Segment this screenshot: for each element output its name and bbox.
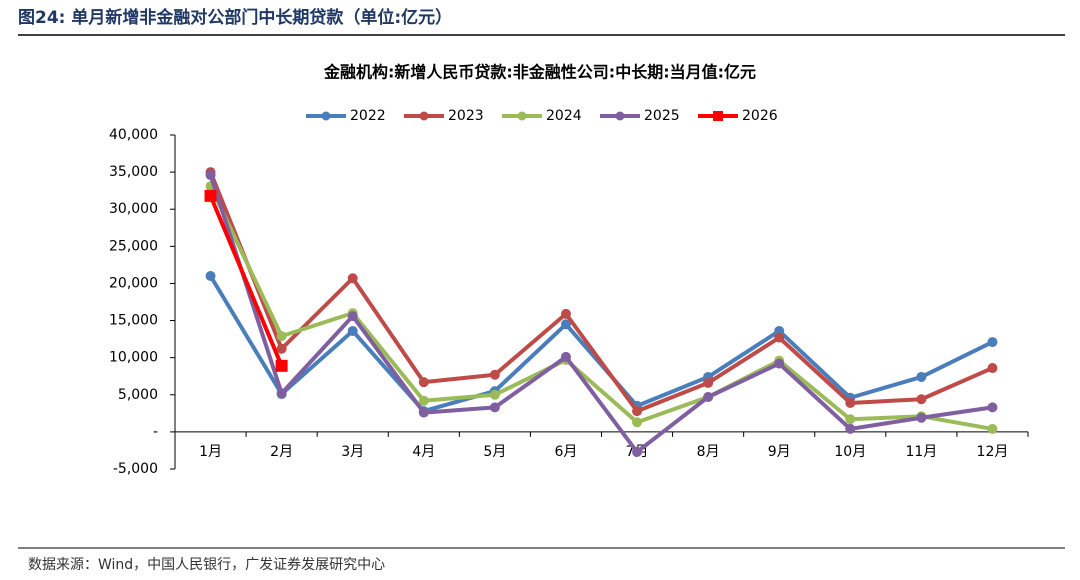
point xyxy=(275,359,288,372)
point xyxy=(632,406,643,417)
x-tick-label: 8月 xyxy=(697,444,720,460)
point xyxy=(418,377,429,388)
y-tick-label: 15,000 xyxy=(109,313,158,329)
point xyxy=(987,423,998,434)
point xyxy=(347,311,358,322)
point xyxy=(560,319,571,330)
point xyxy=(916,412,927,423)
point xyxy=(347,325,358,336)
point xyxy=(845,423,856,434)
series-line xyxy=(208,195,284,367)
x-tick-label: 10月 xyxy=(834,444,866,460)
point xyxy=(703,377,714,388)
legend-label: 2026 xyxy=(742,108,778,124)
point xyxy=(916,371,927,382)
legend-label: 2024 xyxy=(546,108,582,124)
point xyxy=(489,389,500,400)
series-line xyxy=(208,185,993,431)
point xyxy=(347,273,358,284)
source: 数据来源：Wind，中国人民银行，广发证券发展研究中心 xyxy=(28,557,385,573)
point xyxy=(418,407,429,418)
point xyxy=(774,358,785,369)
point xyxy=(489,369,500,380)
figure-title: 图24: 单月新增非金融对公部门中长期贷款（单位:亿元） xyxy=(18,7,452,28)
chart-title: 金融机构:新增人民币贷款:非金融性公司:中长期:当月值:亿元 xyxy=(323,63,756,82)
y-tick-label: 35,000 xyxy=(109,164,158,180)
point xyxy=(276,388,287,399)
point xyxy=(774,332,785,343)
point xyxy=(845,414,856,425)
point xyxy=(987,363,998,374)
y-tick-label: -5,000 xyxy=(113,461,158,477)
x-tick-label: 5月 xyxy=(483,444,506,460)
point xyxy=(703,392,714,403)
legend-label: 2025 xyxy=(644,108,680,124)
x-tick-label: 6月 xyxy=(554,444,577,460)
point xyxy=(560,351,571,362)
x-tick-label: 2月 xyxy=(270,444,293,460)
point xyxy=(205,170,216,181)
x-tick-label: 9月 xyxy=(768,444,791,460)
point xyxy=(205,271,216,282)
x-tick-label: 11月 xyxy=(905,444,937,460)
legend-marker xyxy=(419,111,429,121)
legend-marker xyxy=(321,111,331,121)
y-tick-label: 20,000 xyxy=(109,275,158,291)
series-line xyxy=(208,174,993,454)
legend-label: 2023 xyxy=(448,108,484,124)
point xyxy=(632,417,643,428)
point xyxy=(845,397,856,408)
point xyxy=(276,331,287,342)
point xyxy=(987,337,998,348)
point xyxy=(489,402,500,413)
legend-marker xyxy=(517,111,527,121)
y-tick-label: 25,000 xyxy=(109,238,158,254)
legend-marker xyxy=(615,111,625,121)
point xyxy=(418,395,429,406)
point xyxy=(276,343,287,354)
x-tick-label: 3月 xyxy=(341,444,364,460)
point xyxy=(560,308,571,319)
series-line xyxy=(208,171,994,414)
legend-label: 2022 xyxy=(350,108,386,124)
legend-marker xyxy=(713,111,723,121)
x-tick-label: 4月 xyxy=(412,444,435,460)
point xyxy=(916,394,927,405)
point xyxy=(204,189,217,202)
x-tick-label: 1月 xyxy=(199,444,222,460)
y-tick-label: 10,000 xyxy=(109,350,158,366)
y-tick-label: 5,000 xyxy=(118,387,158,403)
x-tick-label: 12月 xyxy=(977,444,1009,460)
point xyxy=(632,446,643,457)
point xyxy=(987,402,998,413)
y-tick-label: 40,000 xyxy=(109,127,158,143)
y-tick-label: 30,000 xyxy=(109,201,158,217)
y-tick-label: - xyxy=(153,424,158,440)
